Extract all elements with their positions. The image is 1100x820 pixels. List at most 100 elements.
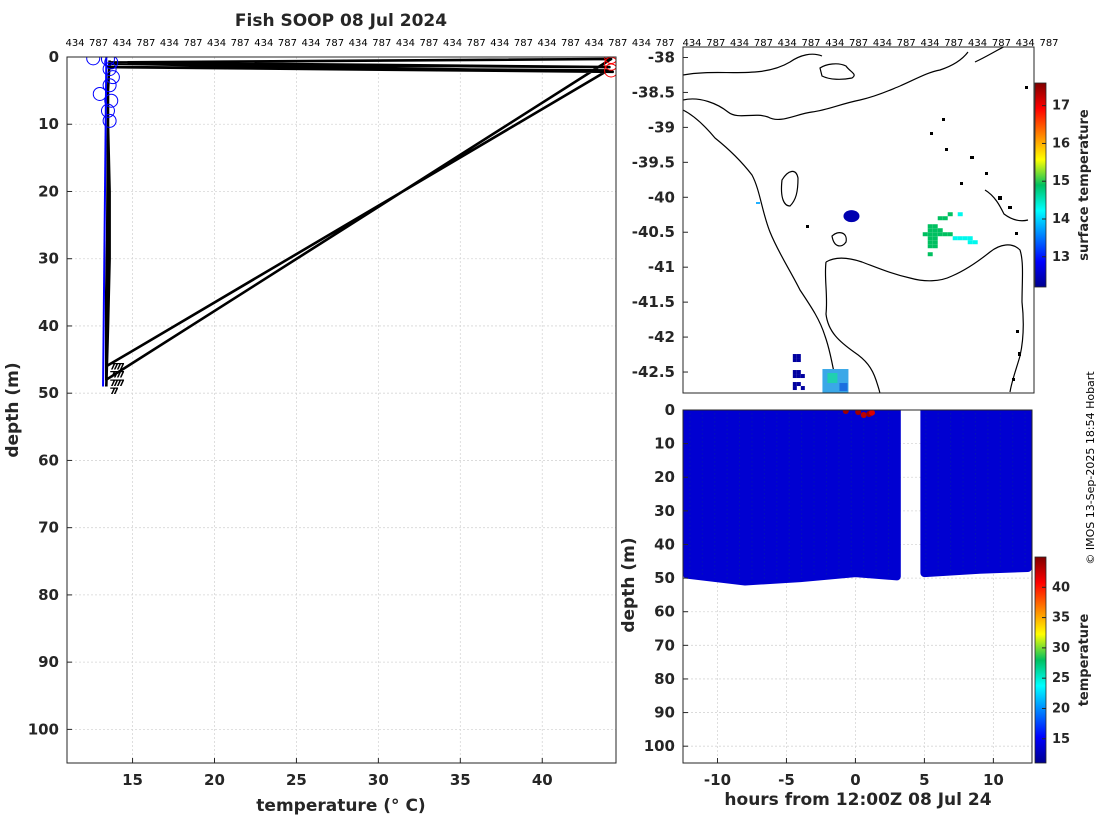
profile-top-label: 434 bbox=[490, 38, 509, 49]
section-colorbar-tick-label: 30 bbox=[1052, 641, 1070, 656]
map-y-tick-label: -38 bbox=[648, 48, 675, 66]
section-y-tick-label: 80 bbox=[654, 670, 675, 688]
profile-deep-marker: 7 bbox=[110, 363, 116, 373]
map-y-tick-label: -42.5 bbox=[632, 363, 675, 381]
sst-cell bbox=[932, 240, 938, 245]
sst-cell bbox=[792, 382, 797, 387]
section-colorbar-label: temperature bbox=[1077, 614, 1092, 707]
sst-cell bbox=[800, 386, 805, 391]
map-top-label: 434 bbox=[1016, 38, 1035, 49]
section-data-area bbox=[683, 410, 901, 586]
sst-cell bbox=[937, 216, 943, 221]
profile-top-label: 434 bbox=[113, 38, 132, 49]
profile-top-label: 434 bbox=[349, 38, 368, 49]
sst-cell bbox=[796, 374, 801, 379]
profile-deep-marker: 7 bbox=[116, 379, 122, 389]
map-top-label: 787 bbox=[944, 38, 963, 49]
profile-series bbox=[105, 57, 615, 387]
profile-x-ticks: 15 20 25 30 35 40 bbox=[122, 758, 553, 789]
profile-deep-marker: 7 bbox=[113, 363, 119, 373]
map-top-label: 787 bbox=[1039, 38, 1058, 49]
sst-cell bbox=[972, 240, 978, 245]
sst-patch-blob bbox=[843, 210, 860, 223]
profile-x-tick-label: 35 bbox=[450, 771, 471, 789]
profile-blue-marker bbox=[104, 93, 119, 108]
section-x-tick-label: 10 bbox=[983, 771, 1004, 789]
profile-blue-marker bbox=[102, 113, 117, 128]
profile-grid bbox=[67, 56, 616, 763]
map-y-tick-label: -39 bbox=[648, 118, 675, 136]
map-colorbar-tick-label: 15 bbox=[1052, 174, 1070, 189]
section-y-tick-label: 20 bbox=[654, 468, 675, 486]
profile-blue-marker bbox=[100, 57, 115, 67]
sst-cell bbox=[792, 370, 797, 375]
profile-top-label: 787 bbox=[183, 38, 202, 49]
section-y-tick-label: 50 bbox=[654, 569, 675, 587]
sst-cell bbox=[756, 202, 760, 204]
map-colorbar-ticks: 13 14 15 16 17 bbox=[1042, 99, 1070, 265]
map-top-label: 434 bbox=[778, 38, 797, 49]
section-data-area bbox=[920, 410, 1032, 578]
map-top-label: 434 bbox=[920, 38, 939, 49]
map-y-tick-label: -40.5 bbox=[632, 223, 675, 241]
profile-top-label: 787 bbox=[325, 38, 344, 49]
profile-deep-marker: 7 bbox=[118, 363, 124, 373]
section-y-label: depth (m) bbox=[619, 537, 639, 632]
profile-x-label: temperature (° C) bbox=[256, 796, 425, 816]
profile-top-label: 787 bbox=[655, 38, 674, 49]
section-y-tick-label: 0 bbox=[665, 401, 675, 419]
section-warm-point bbox=[868, 410, 875, 416]
profile-y-tick-label: 60 bbox=[38, 451, 59, 469]
profile-top-label: 787 bbox=[561, 38, 580, 49]
profile-top-label: 434 bbox=[160, 38, 179, 49]
map-top-label: 434 bbox=[730, 38, 749, 49]
profile-y-tick-label: 50 bbox=[38, 384, 59, 402]
section-colorbar-tick-label: 40 bbox=[1052, 580, 1070, 595]
map-y-ticks: -38 -38.5 -39 -39.5 -40 -40.5 -41 -41.5 -42 -42.5 bbox=[632, 48, 688, 381]
sst-cell bbox=[792, 374, 797, 379]
map-colorbar-tick-label: 17 bbox=[1052, 99, 1070, 114]
profile-y-tick-label: 80 bbox=[38, 586, 59, 604]
section-y-tick-label: 70 bbox=[654, 636, 675, 654]
section-y-tick-label: 30 bbox=[654, 502, 675, 520]
sst-cell bbox=[792, 354, 797, 359]
sst-cell bbox=[922, 232, 928, 237]
profile-deep-marker: 7 bbox=[118, 371, 124, 381]
map-top-label: 434 bbox=[873, 38, 892, 49]
sst-cell bbox=[927, 228, 933, 233]
sst-cell bbox=[796, 382, 801, 387]
section-x-label: hours from 12:00Z 08 Jul 24 bbox=[724, 790, 991, 810]
sst-cell bbox=[942, 232, 948, 237]
profile-top-label: 434 bbox=[443, 38, 462, 49]
map-top-label: 787 bbox=[849, 38, 868, 49]
section-axes-frame bbox=[682, 409, 1033, 764]
map-colorbar bbox=[1034, 82, 1047, 288]
section-x-ticks: -10 -5 0 5 10 bbox=[704, 758, 1004, 789]
sst-patch bbox=[822, 369, 849, 393]
sst-cell bbox=[800, 374, 805, 379]
map-colorbar-tick-label: 13 bbox=[1052, 250, 1070, 265]
sst-cell bbox=[947, 212, 953, 217]
profile-top-label: 434 bbox=[632, 38, 651, 49]
map-y-tick-label: -38.5 bbox=[632, 83, 675, 101]
profile-top-label: 434 bbox=[396, 38, 415, 49]
map-top-label: 787 bbox=[801, 38, 820, 49]
section-colorbar bbox=[1034, 556, 1047, 764]
profile-deep-marker: 7 bbox=[110, 379, 116, 389]
profile-y-label: depth (m) bbox=[3, 362, 23, 457]
section-colorbar-tick-label: 35 bbox=[1052, 611, 1070, 626]
profile-top-label: 434 bbox=[65, 38, 84, 49]
profile-y-tick-label: 30 bbox=[38, 250, 59, 268]
map-y-tick-label: -41.5 bbox=[632, 293, 675, 311]
map-top-label: 787 bbox=[754, 38, 773, 49]
sst-cell bbox=[962, 236, 968, 241]
section-y-tick-label: 100 bbox=[644, 737, 675, 755]
map-y-tick-label: -41 bbox=[648, 258, 675, 276]
profile-top-label: 787 bbox=[278, 38, 297, 49]
sst-cell bbox=[932, 236, 938, 241]
sst-cell bbox=[932, 232, 938, 237]
sst-cell bbox=[932, 228, 938, 233]
section-grid bbox=[683, 409, 1032, 763]
sst-cell bbox=[937, 232, 943, 237]
